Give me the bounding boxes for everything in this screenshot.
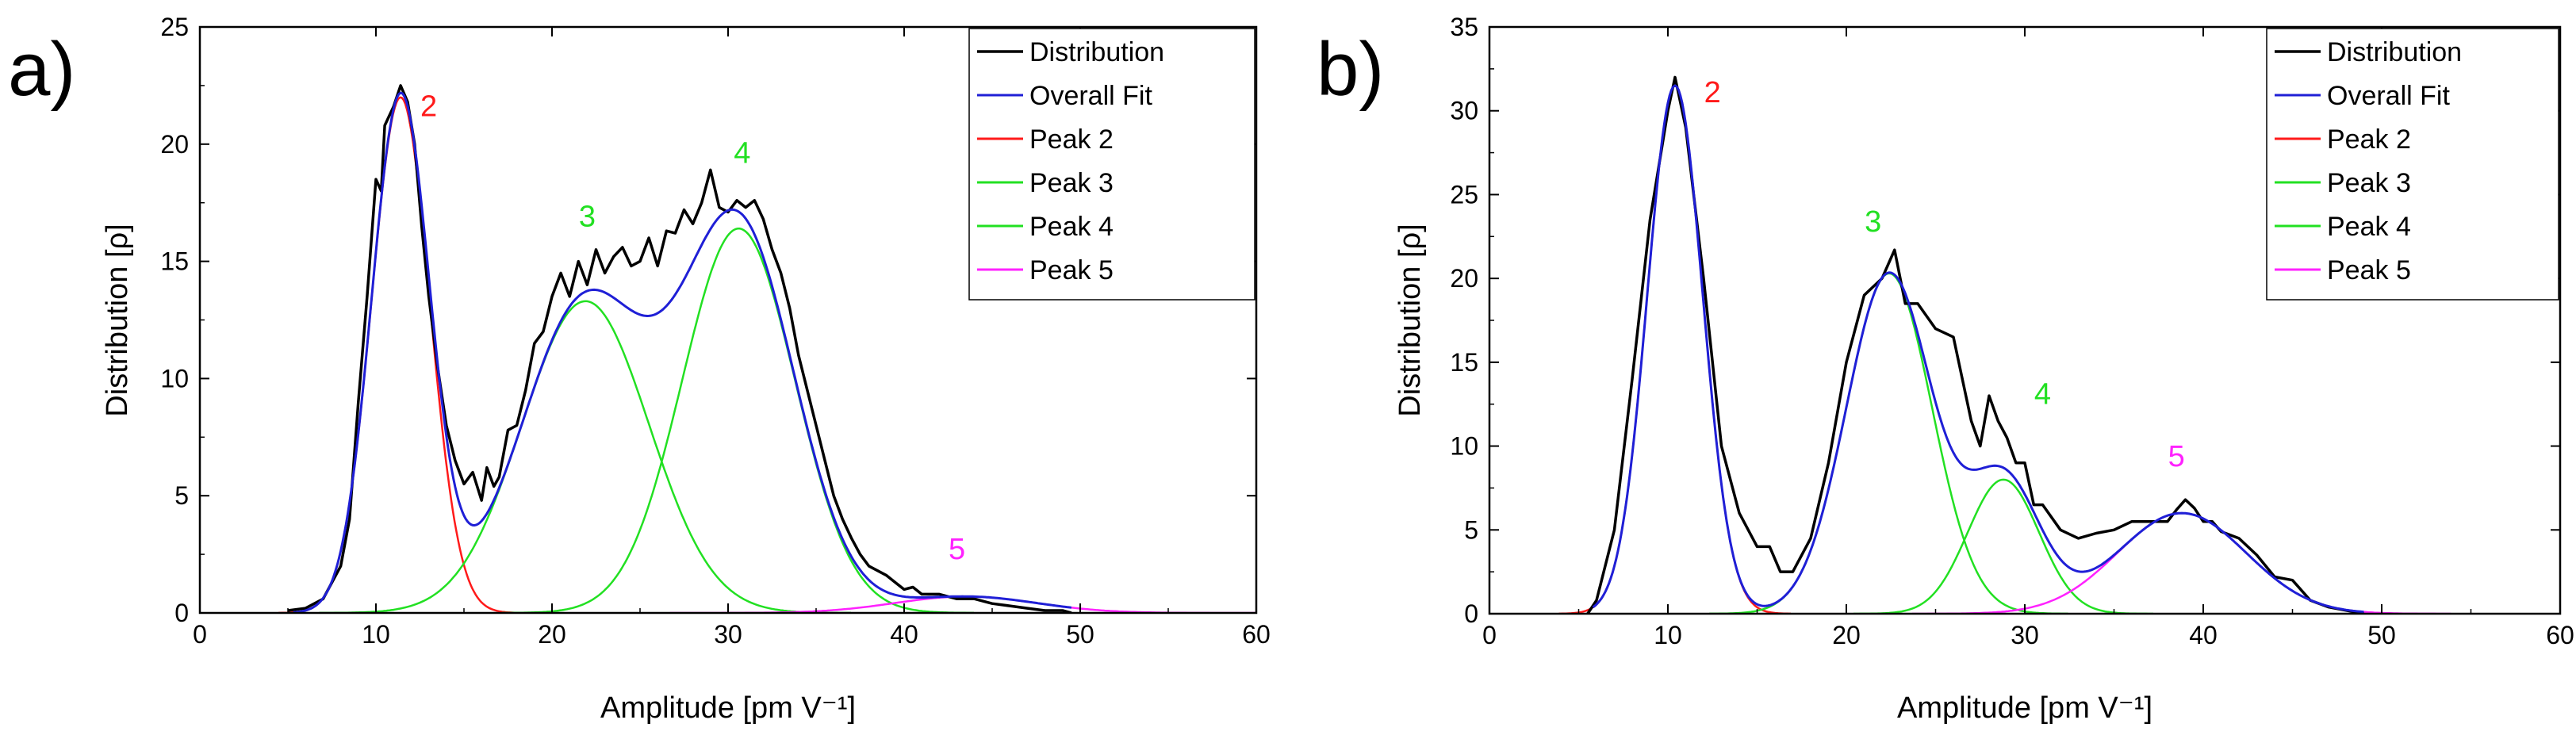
panel-a-peak-label-3: 3 <box>579 200 596 233</box>
panel-b-peak-label-4: 4 <box>2034 378 2051 412</box>
panel-a-label: a) <box>8 27 75 112</box>
panel-b-distribution-line <box>1586 75 2364 614</box>
panel-b-y-tick-label: 5 <box>1464 515 1478 544</box>
panel-b-y-tick-label: 25 <box>1450 180 1478 209</box>
panel-a-x-tick-label: 0 <box>193 620 207 649</box>
panel-b-legend-box <box>2266 28 2559 301</box>
panel-a-legend-peak5: Peak 5 <box>1029 255 1114 285</box>
panel-a-peak-label-2: 2 <box>420 90 437 123</box>
panel-b-x-tick-label: 10 <box>1654 621 1682 649</box>
panel-a-x-axis-title: Amplitude [pm V⁻¹] <box>600 691 856 725</box>
panel-b-x-tick-label: 50 <box>2367 621 2396 649</box>
panel-b-y-tick-label: 15 <box>1450 348 1478 377</box>
panel-a-peak4-curve <box>502 228 974 613</box>
panel-b-y-tick-label: 10 <box>1450 432 1478 461</box>
panel-a-legend-overall-fit: Overall Fit <box>1029 81 1152 111</box>
panel-b-peak-label-5: 5 <box>2168 440 2185 473</box>
panel-a-x-tick-label: 20 <box>538 620 566 649</box>
panel-b-y-tick-label: 20 <box>1450 264 1478 293</box>
panel-b-legend-peak2: Peak 2 <box>2327 124 2411 155</box>
panel-a-peak-label-5: 5 <box>949 533 965 566</box>
panel-a-y-tick-label: 5 <box>174 481 189 510</box>
panel-b-peak2-curve <box>1558 84 1791 614</box>
panel-b-x-tick-label: 40 <box>2189 621 2218 649</box>
panel-a-y-tick-label: 25 <box>160 13 189 41</box>
panel-b-peak-label-2: 2 <box>1704 76 1721 109</box>
panel-a-y-tick-label: 0 <box>174 599 189 627</box>
panel-a-legend-peak2: Peak 2 <box>1029 124 1114 155</box>
panel-b-y-axis-title: Distribution [ρ] <box>1393 224 1427 416</box>
panel-b-legend-distribution: Distribution <box>2327 37 2462 67</box>
panel-b-peak4-curve <box>1853 478 2153 614</box>
panel-a-distribution-line <box>287 84 1072 613</box>
panel-a-x-tick-label: 10 <box>362 620 390 649</box>
panel-a-peak-label-4: 4 <box>734 136 750 170</box>
panel-a-peak-labels: 2 3 4 5 <box>420 90 965 566</box>
panel-b-legend-peak3: Peak 3 <box>2327 168 2411 198</box>
panel-b-legend: Distribution Overall Fit Peak 2 Peak 3 P… <box>2266 28 2559 301</box>
panel-b-legend-peak5: Peak 5 <box>2327 255 2411 285</box>
panel-b-x-tick-label: 0 <box>1482 621 1497 649</box>
panel-b: b) 0 10 20 30 40 50 60 0 5 10 15 20 25 30 35 2 3 4 5 Dist… <box>1317 13 2574 725</box>
panel-a-peak2-curve <box>278 96 522 613</box>
panel-b-curves <box>1558 75 2451 614</box>
panel-b-peak-labels: 2 3 4 5 <box>1704 76 2185 473</box>
panel-a-legend-box <box>968 28 1255 301</box>
panel-b-y-tick-label: 30 <box>1450 97 1478 125</box>
panel-a-legend-peak3: Peak 3 <box>1029 168 1114 198</box>
panel-b-x-axis-title: Amplitude [pm V⁻¹] <box>1897 691 2152 725</box>
panel-a-peak3-curve <box>319 300 851 613</box>
panel-b-peak3-curve <box>1709 272 2068 614</box>
panel-a-x-tick-label: 50 <box>1066 620 1094 649</box>
panel-b-legend-overall-fit: Overall Fit <box>2327 81 2450 111</box>
panel-a-x-tick-label: 30 <box>714 620 742 649</box>
panel-b-x-tick-label: 30 <box>2011 621 2039 649</box>
panel-b-x-tick-label: 60 <box>2546 621 2574 649</box>
panel-b-y-tick-label: 0 <box>1464 599 1478 628</box>
panel-a-y-tick-label: 20 <box>160 130 189 159</box>
panel-a-y-tick-label: 10 <box>160 364 189 392</box>
panel-b-label: b) <box>1317 27 1384 112</box>
panel-b-peak-label-3: 3 <box>1865 205 1881 239</box>
panel-b-x-tick-label: 20 <box>1832 621 1861 649</box>
panel-a-legend: Distribution Overall Fit Peak 2 Peak 3 P… <box>968 28 1255 301</box>
panel-a-y-tick-label: 15 <box>160 247 189 276</box>
panel-b-overall-fit-line <box>1592 84 2364 614</box>
panel-b-y-tick-label: 35 <box>1450 13 1478 41</box>
panel-a-x-tick-label: 40 <box>890 620 918 649</box>
panel-a-overall-fit-line <box>293 91 1072 613</box>
panel-b-peak5-curve <box>1911 511 2451 614</box>
panel-a-x-tick-label: 60 <box>1242 620 1271 649</box>
panel-a-legend-peak4: Peak 4 <box>1029 212 1114 242</box>
panel-b-legend-peak4: Peak 4 <box>2327 212 2411 242</box>
panel-a-legend-distribution: Distribution <box>1029 37 1164 67</box>
panel-b-series-group <box>1558 75 2451 614</box>
panel-a-y-axis-title: Distribution [ρ] <box>101 224 134 416</box>
panel-a: a) 0 10 20 30 40 50 60 0 5 10 15 20 25 2 3 4 5 Distribu… <box>8 13 1271 725</box>
